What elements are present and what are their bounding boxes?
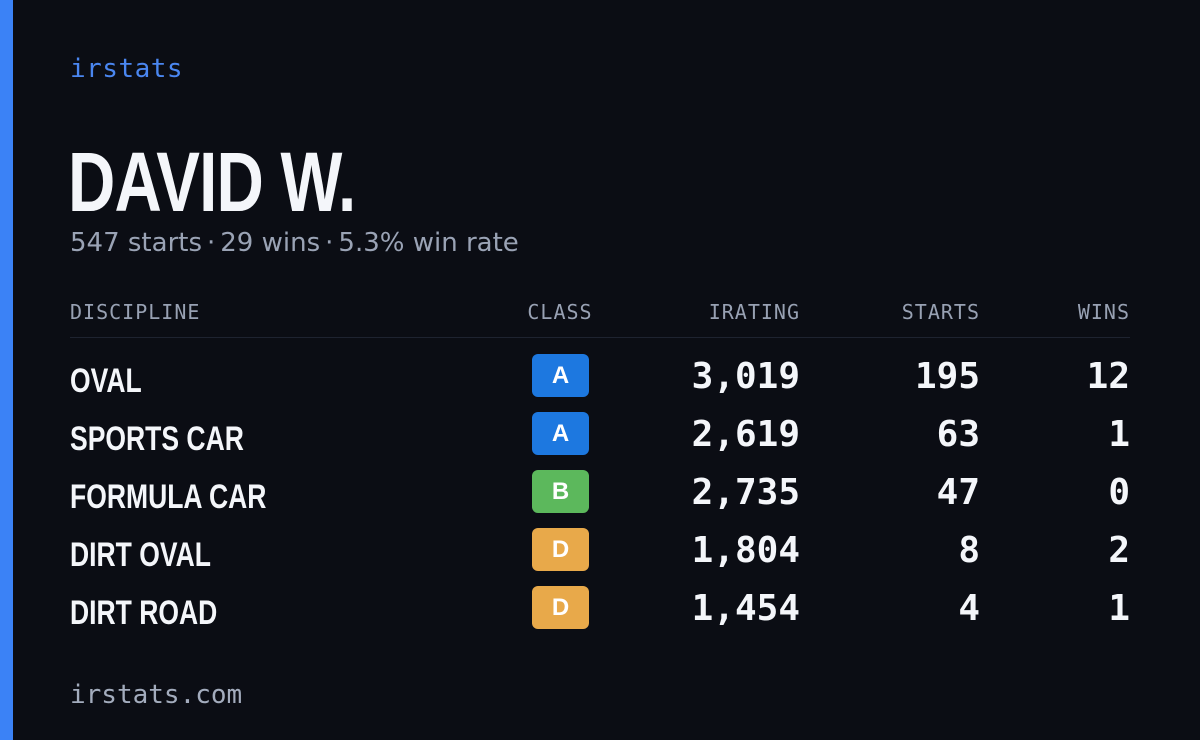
table-header: DISCIPLINE CLASS IRATING STARTS WINS — [70, 300, 1130, 338]
starts-cell: 195 — [914, 356, 980, 397]
win-rate-summary: 5.3% win rate — [338, 228, 519, 258]
discipline-cell: OVAL — [70, 362, 142, 400]
wins-cell: 1 — [1108, 414, 1130, 455]
table-row: DIRT OVAL D 1,804 8 2 — [70, 528, 1130, 586]
column-header-discipline: DISCIPLINE — [70, 300, 201, 324]
column-header-class: CLASS — [527, 300, 593, 324]
irating-cell: 1,454 — [691, 588, 800, 629]
class-badge: A — [532, 412, 589, 455]
column-header-wins: WINS — [1077, 300, 1130, 324]
irating-cell: 2,619 — [691, 414, 800, 455]
wins-cell: 1 — [1108, 588, 1130, 629]
irating-cell: 3,019 — [691, 356, 800, 397]
wins-cell: 12 — [1086, 356, 1130, 397]
class-badge: A — [532, 354, 589, 397]
brand-logo-text: irstats — [70, 54, 184, 84]
irating-cell: 1,804 — [691, 530, 800, 571]
table-row: DIRT ROAD D 1,454 4 1 — [70, 586, 1130, 644]
starts-cell: 47 — [936, 472, 980, 513]
class-badge: D — [532, 586, 589, 629]
separator: · — [325, 228, 334, 258]
wins-summary: 29 wins — [220, 228, 321, 258]
table-row: FORMULA CAR B 2,735 47 0 — [70, 470, 1130, 528]
table-row: OVAL A 3,019 195 12 — [70, 354, 1130, 412]
irating-cell: 2,735 — [691, 472, 800, 513]
wins-cell: 0 — [1108, 472, 1130, 513]
starts-summary: 547 starts — [70, 228, 202, 258]
wins-cell: 2 — [1108, 530, 1130, 571]
column-header-starts: STARTS — [901, 300, 980, 324]
driver-name: DAVID W. — [68, 135, 356, 229]
table-body: OVAL A 3,019 195 12 SPORTS CAR A 2,619 6… — [70, 354, 1130, 644]
accent-bar — [0, 0, 13, 740]
starts-cell: 63 — [936, 414, 980, 455]
class-badge: B — [532, 470, 589, 513]
footer-url: irstats.com — [70, 680, 243, 710]
discipline-cell: SPORTS CAR — [70, 420, 244, 458]
discipline-cell: DIRT ROAD — [70, 594, 218, 632]
starts-cell: 8 — [958, 530, 980, 571]
class-badge: D — [532, 528, 589, 571]
driver-summary: 547 starts · 29 wins · 5.3% win rate — [70, 228, 519, 258]
discipline-cell: DIRT OVAL — [70, 536, 211, 574]
table-row: SPORTS CAR A 2,619 63 1 — [70, 412, 1130, 470]
separator: · — [207, 228, 216, 258]
column-header-irating: IRATING — [708, 300, 800, 324]
discipline-cell: FORMULA CAR — [70, 478, 267, 516]
starts-cell: 4 — [958, 588, 980, 629]
